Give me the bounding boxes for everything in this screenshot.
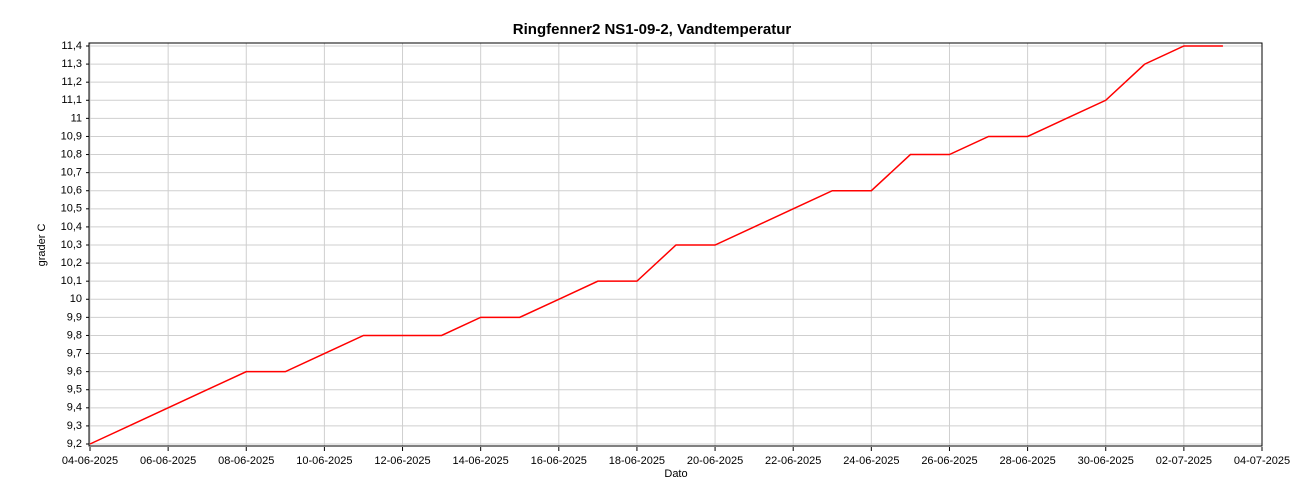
x-tick-label: 22-06-2025 — [765, 455, 821, 467]
x-tick-label: 04-07-2025 — [1234, 455, 1290, 467]
chart-title: Ringfenner2 NS1-09-2, Vandtemperatur — [513, 21, 792, 38]
y-tick-label: 11,3 — [61, 58, 82, 70]
y-tick-label: 10,7 — [61, 167, 82, 179]
x-tick-label: 08-06-2025 — [218, 455, 274, 467]
y-tick-label: 9,4 — [67, 402, 82, 414]
y-tick-label: 10,9 — [61, 130, 82, 142]
y-tick-label: 9,3 — [67, 420, 82, 432]
x-tick-label: 20-06-2025 — [687, 455, 743, 467]
x-tick-label: 28-06-2025 — [999, 455, 1055, 467]
y-tick-label: 10,6 — [61, 185, 82, 197]
y-tick-label: 10,2 — [61, 257, 82, 269]
y-tick-label: 11,2 — [61, 76, 82, 88]
y-axis-label: grader C — [36, 224, 48, 267]
plot-area — [89, 45, 1223, 445]
y-tick-label: 9,7 — [67, 347, 82, 359]
y-tick-label: 10,4 — [61, 221, 82, 233]
y-tick-label: 9,2 — [67, 438, 82, 450]
y-tick-label: 10,5 — [61, 203, 82, 215]
y-tick-label: 11 — [71, 112, 82, 124]
y-tick-label: 9,9 — [67, 311, 82, 323]
y-tick-label: 9,6 — [67, 366, 82, 378]
y-tick-label: 10 — [70, 293, 82, 305]
y-tick-label: 10,1 — [61, 275, 82, 287]
x-tick-label: 24-06-2025 — [843, 455, 899, 467]
x-tick-label: 04-06-2025 — [62, 455, 118, 467]
y-tick-label: 11,1 — [61, 94, 82, 106]
x-tick-label: 18-06-2025 — [609, 455, 665, 467]
y-tick-label: 11,4 — [61, 40, 82, 52]
x-tick-label: 10-06-2025 — [296, 455, 352, 467]
data-line — [89, 45, 1223, 445]
x-tick-label: 16-06-2025 — [531, 455, 587, 467]
x-tick-label: 26-06-2025 — [921, 455, 977, 467]
x-tick-label: 02-07-2025 — [1156, 455, 1212, 467]
x-axis-label: Dato — [664, 468, 687, 480]
x-tick-label: 14-06-2025 — [453, 455, 509, 467]
y-tick-label: 9,8 — [67, 329, 82, 341]
y-tick-label: 10,3 — [61, 239, 82, 251]
x-tick-label: 30-06-2025 — [1078, 455, 1134, 467]
x-tick-label: 06-06-2025 — [140, 455, 196, 467]
x-tick-label: 12-06-2025 — [374, 455, 430, 467]
y-tick-label: 10,8 — [61, 148, 82, 160]
y-tick-label: 9,5 — [67, 384, 82, 396]
